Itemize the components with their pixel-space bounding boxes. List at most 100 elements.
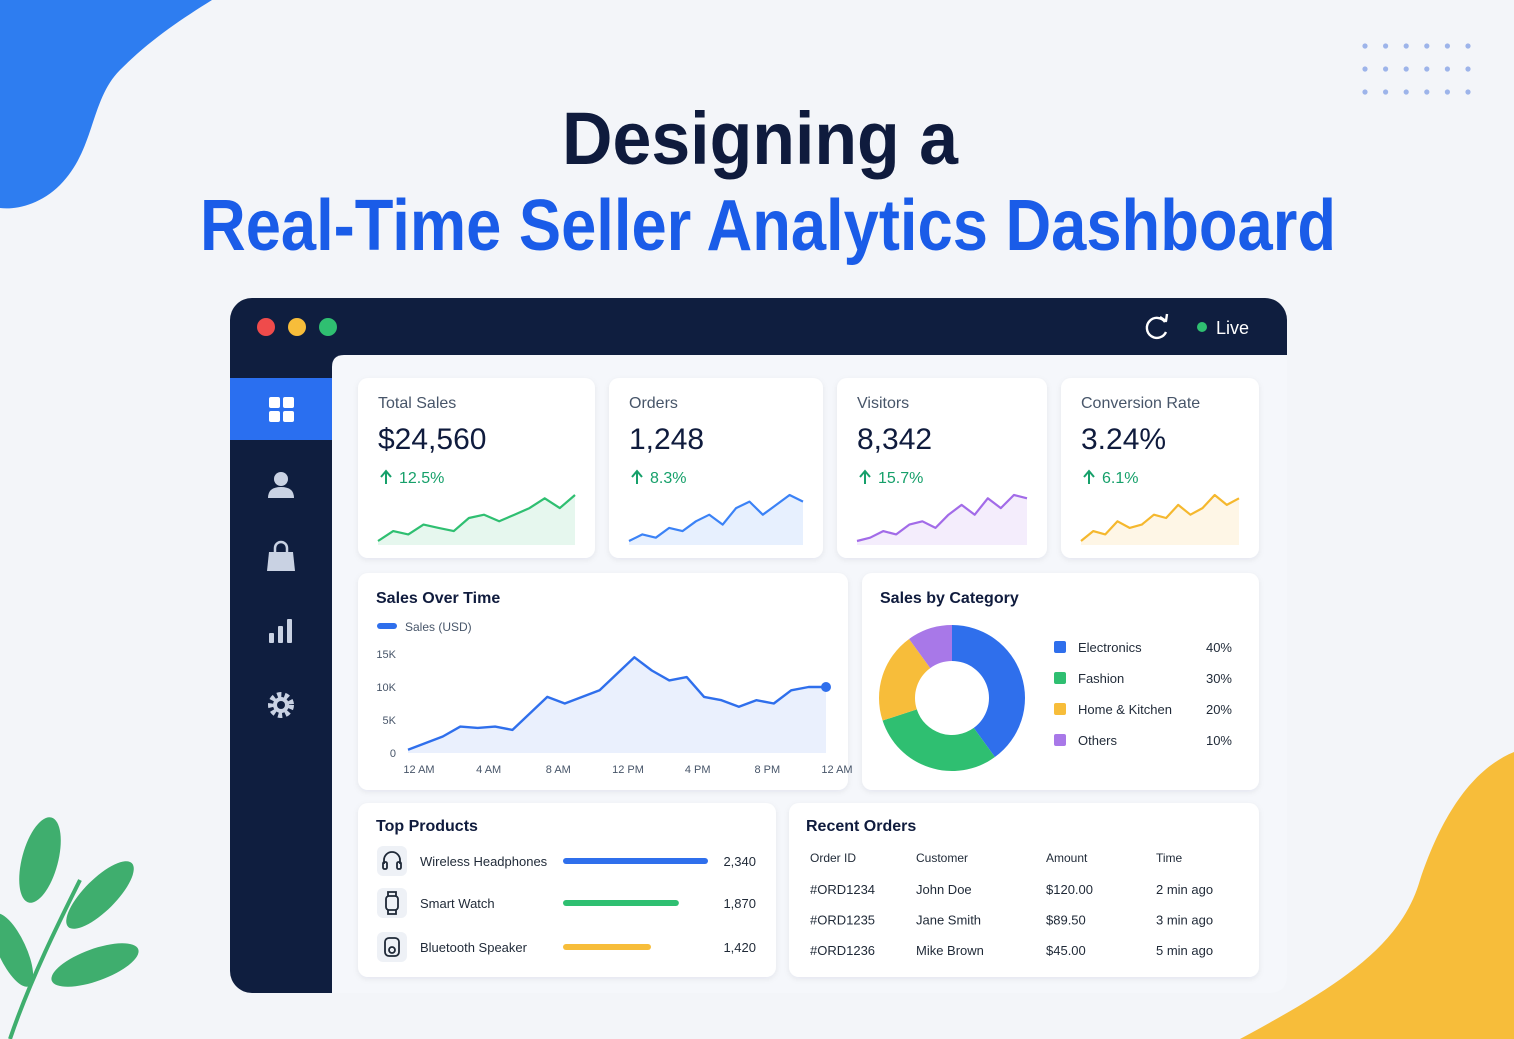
live-indicator <box>1197 322 1207 332</box>
donut-slice <box>952 625 1025 758</box>
sparkline <box>377 494 576 542</box>
bar <box>563 944 651 950</box>
value-label: 10% <box>1206 733 1232 748</box>
x-tick-label: 12 PM <box>612 764 644 776</box>
kpi-value: 1,248 <box>629 423 704 456</box>
window-maximize[interactable] <box>319 318 337 336</box>
legend-swatch <box>1054 672 1066 684</box>
kpi-change: 12.5% <box>399 470 444 487</box>
kpi-card <box>609 378 823 558</box>
dot <box>1444 43 1450 49</box>
legend-swatch <box>1054 641 1066 653</box>
kpi-card <box>837 378 1047 558</box>
nav-active <box>230 378 332 440</box>
kpi-card <box>1061 378 1259 558</box>
dot <box>1383 89 1389 95</box>
end-point <box>821 682 831 692</box>
dot <box>1424 89 1430 95</box>
nav-dashboard[interactable] <box>269 397 294 422</box>
value-label: 40% <box>1206 640 1232 655</box>
refresh-button[interactable] <box>1145 313 1169 340</box>
leaf <box>0 817 139 1039</box>
dot <box>1465 66 1471 72</box>
dot <box>1403 66 1409 72</box>
sparkline <box>856 493 1028 543</box>
nav-analytics[interactable] <box>269 619 292 643</box>
legend-label: Sales (USD) <box>405 620 472 634</box>
line-chart-card <box>358 573 848 790</box>
y-tick-label: 15K <box>376 649 396 661</box>
title-line-2: Real-Time Seller Analytics Dashboard <box>200 186 1336 266</box>
line <box>407 656 826 751</box>
dot <box>1444 89 1450 95</box>
nav-users[interactable] <box>268 472 294 498</box>
blue-blob <box>0 0 212 209</box>
product-icons <box>377 846 407 962</box>
column-header: Amount <box>1046 851 1088 865</box>
sparkline <box>628 493 804 542</box>
nav-products[interactable] <box>267 540 295 571</box>
column-header: Time <box>1156 851 1183 865</box>
kpi-label: Conversion Rate <box>1081 395 1200 412</box>
donut-slice <box>909 625 952 669</box>
window-close[interactable] <box>257 318 275 336</box>
column-header: Order ID <box>810 851 856 865</box>
dot <box>1383 43 1389 49</box>
kpi-label: Total Sales <box>378 395 456 412</box>
table-cell: $120.00 <box>1046 882 1093 897</box>
kpi-value: 3.24% <box>1081 423 1166 456</box>
table-cell: $89.50 <box>1046 913 1086 928</box>
legend-label: Electronics <box>1078 640 1142 655</box>
orders-card <box>789 803 1259 977</box>
up-arrow <box>1083 469 1095 484</box>
y-tick-label: 0 <box>390 748 396 760</box>
value-label: 20% <box>1206 702 1232 717</box>
kpi-change: 8.3% <box>650 470 686 487</box>
dot <box>1424 66 1430 72</box>
table-cell: Mike Brown <box>916 943 984 958</box>
legend-swatch <box>1054 703 1066 715</box>
value-label: 2,340 <box>723 854 756 869</box>
table-cell: #ORD1236 <box>810 943 875 958</box>
x-tick-label: 4 PM <box>685 764 711 776</box>
product-name: Wireless Headphones <box>420 854 548 869</box>
dot <box>1362 43 1368 49</box>
table-cell: 2 min ago <box>1156 882 1213 897</box>
y-tick-label: 10K <box>376 682 396 694</box>
legend-swatch <box>1054 734 1066 746</box>
value-label: 1,420 <box>723 940 756 955</box>
table-cell: 5 min ago <box>1156 943 1213 958</box>
chart-title: Sales Over Time <box>376 590 500 607</box>
yellow-blob <box>1240 752 1514 1039</box>
sparkline-area <box>378 495 575 545</box>
sparkline-area <box>1081 495 1239 545</box>
legend-swatch <box>377 623 397 629</box>
donut-slice <box>879 638 931 721</box>
x-tick-label: 12 AM <box>821 764 852 776</box>
card-title: Top Products <box>376 818 478 835</box>
dot <box>1403 89 1409 95</box>
up-arrow <box>631 469 643 484</box>
dot <box>1362 66 1368 72</box>
sparkline <box>1080 493 1240 542</box>
value-label: 1,870 <box>723 896 756 911</box>
x-tick-label: 12 AM <box>403 764 434 776</box>
table-cell: Jane Smith <box>916 913 981 928</box>
table-cell: John Doe <box>916 882 972 897</box>
dot <box>1403 43 1409 49</box>
dot-grid <box>1362 43 1471 95</box>
dot <box>1362 89 1368 95</box>
legend-label: Fashion <box>1078 671 1124 686</box>
nav-settings[interactable] <box>268 692 294 718</box>
kpi-change: 15.7% <box>878 470 923 487</box>
dot <box>1465 43 1471 49</box>
dot <box>1444 66 1450 72</box>
title-line-1: Designing a <box>562 97 959 180</box>
window-minimize[interactable] <box>288 318 306 336</box>
kpi-value: 8,342 <box>857 423 932 456</box>
up-arrow <box>380 469 392 484</box>
table-cell: $45.00 <box>1046 943 1086 958</box>
table-cell: #ORD1234 <box>810 882 875 897</box>
products-card <box>358 803 776 977</box>
